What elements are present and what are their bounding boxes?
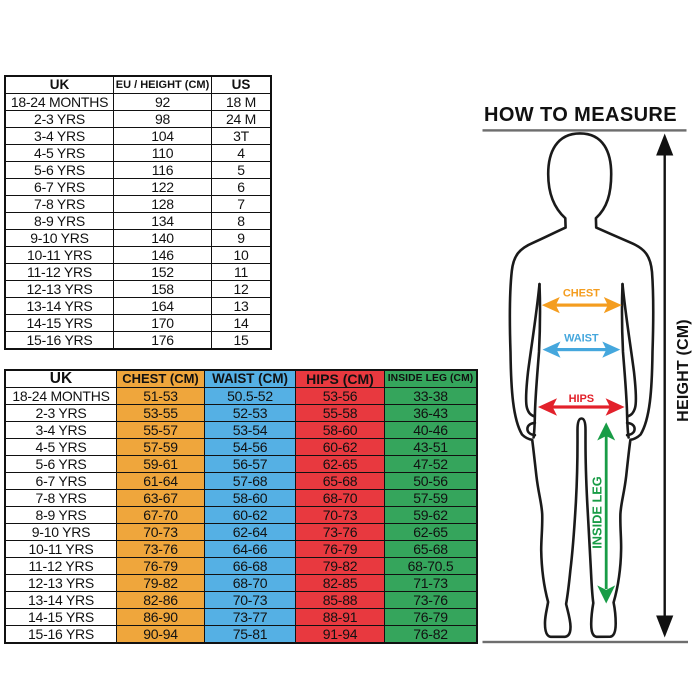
- svg-text:INSIDE LEG: INSIDE LEG: [590, 476, 605, 549]
- svg-text:WAIST: WAIST: [564, 333, 599, 345]
- svg-text:HIPS: HIPS: [569, 393, 594, 405]
- svg-text:HEIGHT (CM): HEIGHT (CM): [675, 319, 692, 422]
- svg-text:CHEST: CHEST: [563, 287, 600, 299]
- svg-text:HOW TO MEASURE: HOW TO MEASURE: [484, 104, 677, 126]
